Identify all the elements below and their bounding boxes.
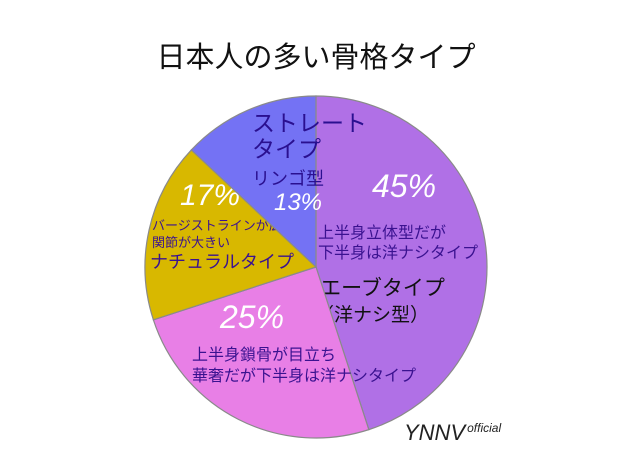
pie-slice-4 [190,95,317,269]
pie-slice-2 [152,266,370,439]
slice-desc-2-line-2: 華奢だが下半身は洋ナシタイプ [192,366,416,385]
brand-sub: official [467,421,502,435]
slice-name-4-line-1: ストレート [252,111,367,137]
slice-desc-3-line-1: バージストラインが広く [152,219,295,234]
chart-title: 日本人の多い骨格タイプ [156,40,476,74]
slice-desc-1-line-2: 下半身は洋ナシタイプ [318,243,478,262]
brand-watermark: YNNV official [404,420,501,446]
slice-desc-3-line-2: 関節が大きい [152,236,230,251]
pie-slice-1 [315,95,488,431]
pie-slice-3 [144,149,318,321]
slice-percent-1: 45% [372,168,436,204]
slice-percent-2: 25% [219,299,284,335]
slice-name-3: ナチュラルタイプ [150,252,294,273]
brand-main: YNNV [404,420,466,445]
slice-desc-4-line-1: リンゴ型 [252,169,324,190]
slice-percent-4: 13% [274,189,322,216]
slice-desc-2-line-1: 上半身鎖骨が目立ち [192,345,336,364]
slice-name-sub-1: （洋ナシ型） [315,304,429,326]
slice-desc-1-line-1: 上半身立体型だが [318,223,446,242]
slice-name-4-line-2: タイプ [252,137,321,163]
